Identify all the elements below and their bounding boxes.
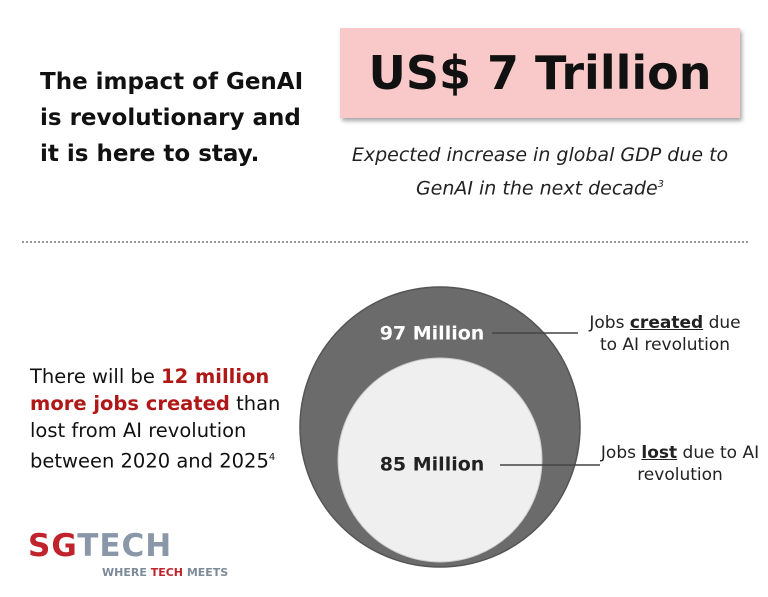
circle-label: 97 Million <box>380 323 485 345</box>
footnote: 3 <box>657 179 665 190</box>
tagline-part: TECH <box>150 566 183 579</box>
note-pre: Jobs <box>600 443 636 463</box>
circle-label: 85 Million <box>380 454 485 476</box>
jobs-prefix: There will be <box>30 365 155 388</box>
inner-circle <box>337 357 543 563</box>
logo: SGTECH <box>28 530 172 562</box>
gdp-caption: Expected increase in global GDP due to G… <box>330 140 750 203</box>
jobs-highlight: 12 million more jobs created <box>30 365 270 415</box>
caption-text: GenAI in the next decade <box>415 177 658 200</box>
note-emph: created <box>629 313 704 333</box>
note-post: due to AI revolution <box>599 313 741 355</box>
tagline-part: MEETS <box>186 566 229 579</box>
logo-part: SG <box>28 528 78 564</box>
note-emph: lost <box>641 443 678 463</box>
logo-part: TECH <box>77 528 173 564</box>
caption-line: GenAI in the next decade3 <box>330 170 750 203</box>
divider <box>22 241 748 243</box>
headline: The impact of GenAI is revolutionary and… <box>40 64 330 172</box>
note-pre: Jobs <box>589 313 625 333</box>
caption-line: Expected increase in global GDP due to <box>351 144 729 166</box>
headline-line: The impact of GenAI <box>40 69 304 95</box>
circle-note: Jobs lost due to AI revolution <box>600 442 760 486</box>
headline-line: is revolutionary and <box>40 105 301 131</box>
note-post: due to AI revolution <box>637 443 760 485</box>
circle-note: Jobs created due to AI revolution <box>580 312 750 356</box>
jobs-suffix: than lost from AI revolution between 202… <box>30 392 281 473</box>
tagline-part: WHERE <box>102 566 147 579</box>
tagline: WHERE TECH MEETS <box>102 566 228 579</box>
footnote: 4 <box>268 452 276 463</box>
headline-line: it is here to stay. <box>40 141 260 167</box>
gdp-amount: US$ 7 Trillion <box>340 28 740 118</box>
jobs-text: There will be 12 million more jobs creat… <box>30 363 295 475</box>
